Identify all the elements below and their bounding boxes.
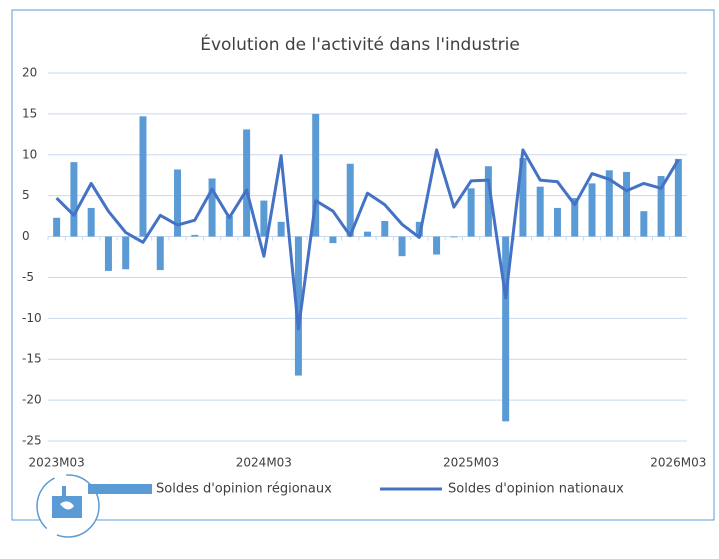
bar: [243, 129, 251, 237]
bar: [174, 169, 182, 237]
chart-frame: [11, 9, 715, 521]
bar: [674, 158, 682, 237]
bar: [536, 186, 544, 237]
industry-icon: [36, 474, 100, 538]
y-tick-label: 0: [22, 229, 30, 243]
legend-swatch: [88, 484, 152, 494]
bar: [70, 162, 78, 237]
bar: [623, 171, 631, 237]
bar: [53, 217, 61, 237]
bar: [208, 178, 216, 237]
bar: [605, 170, 613, 237]
bar: [104, 236, 112, 271]
x-tick-label: 2023M03: [29, 456, 85, 470]
chart-title: Évolution de l'activité dans l'industrie: [200, 33, 520, 55]
bar: [156, 236, 164, 271]
bar: [191, 234, 199, 237]
y-tick-label: -15: [22, 352, 42, 366]
x-tick-label: 2024M03: [236, 456, 292, 470]
y-tick-label: 5: [22, 188, 30, 202]
y-tick-label: 15: [22, 106, 37, 120]
bar: [312, 113, 320, 237]
y-tick-label: -20: [22, 393, 42, 407]
line: [55, 148, 680, 331]
x-tick-label: 2025M03: [443, 456, 499, 470]
y-tick-label: -25: [22, 434, 42, 448]
bar: [294, 236, 302, 376]
y-tick-label: 10: [22, 147, 37, 161]
bar: [433, 236, 441, 255]
legend-label: Soldes d'opinion nationaux: [448, 482, 624, 497]
bar: [122, 236, 130, 270]
bar: [467, 188, 475, 237]
bar: [519, 158, 527, 237]
bar: [657, 176, 665, 237]
bar: [139, 116, 147, 237]
y-tick-label: -5: [22, 270, 34, 284]
bar: [277, 221, 285, 237]
bar: [484, 166, 492, 237]
bar: [329, 236, 337, 244]
bar: [450, 236, 458, 238]
bar: [398, 236, 406, 257]
bar: [87, 207, 95, 237]
bar: [225, 216, 233, 237]
bar: [553, 207, 561, 237]
bar: [346, 163, 354, 237]
bar: [364, 231, 371, 237]
y-tick-label: -10: [22, 311, 42, 325]
bar: [260, 200, 268, 237]
bar: [502, 236, 510, 422]
bar: [415, 221, 423, 237]
y-tick-label: 20: [22, 66, 37, 80]
bar: [571, 198, 579, 237]
legend-label: Soldes d'opinion régionaux: [156, 482, 332, 497]
x-tick-label: 2026M03: [650, 456, 706, 470]
bar: [640, 211, 648, 237]
bar: [588, 183, 596, 237]
bar: [381, 221, 389, 237]
